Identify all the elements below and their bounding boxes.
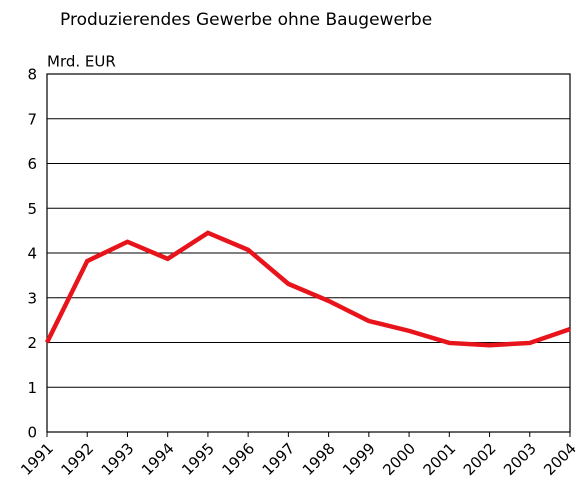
x-tick-label: 2003 [500,439,540,479]
line [44,230,571,348]
x-tick-label: 2004 [540,439,580,479]
y-tick-label: 7 [27,110,37,128]
y-tick-label: 0 [27,424,37,442]
chart-title: Produzierendes Gewerbe ohne Baugewerbe [60,10,432,30]
y-tick-label: 6 [27,155,37,173]
x-tick-label: 2001 [420,439,460,479]
x-tick-label: 1995 [178,439,218,479]
x-tick-label: 1992 [58,439,98,479]
y-tick-label: 3 [27,289,37,307]
x-tick-label: 1998 [299,439,339,479]
x-tick-label: 1994 [138,439,178,479]
y-tick-label: 5 [27,200,37,218]
y-tick-label: 4 [27,245,37,263]
x-tick-label: 1999 [339,439,379,479]
plot-frame [46,73,571,433]
y-tick-label: 1 [27,379,37,397]
x-tick-label: 1991 [17,439,57,479]
y-tick-label: 2 [27,334,37,352]
y-axis-label: Mrd. EUR [47,53,116,71]
x-tick-label: 1996 [218,439,258,479]
x-tick-label: 1997 [259,439,299,479]
x-tick-label: 2000 [379,439,419,479]
x-tick-label: 2002 [460,439,500,479]
x-tick-label: 1993 [98,439,138,479]
y-tick-label: 8 [27,66,37,84]
